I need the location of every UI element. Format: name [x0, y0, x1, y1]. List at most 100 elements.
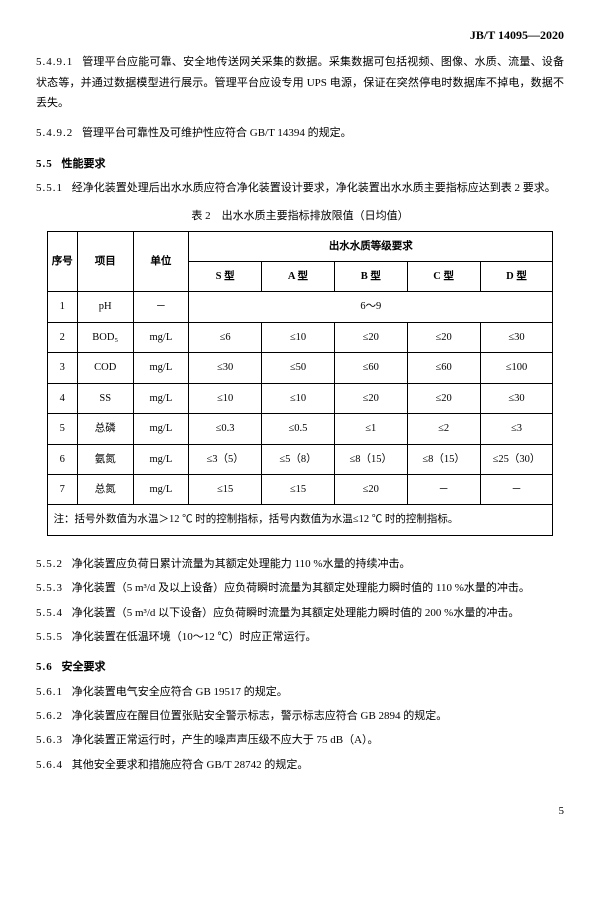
- clause-text: 净化装置在低温环境（10～12 ℃）时应正常运行。: [72, 631, 317, 643]
- cell-value: ≤60: [334, 353, 407, 383]
- cell-value: －: [407, 474, 480, 504]
- section-5-6-heading: 5.6 安全要求: [36, 657, 564, 677]
- cell-value: ≤30: [480, 383, 553, 413]
- cell-seq: 4: [47, 383, 77, 413]
- clause-text: 管理平台应能可靠、安全地传送网关采集的数据。采集数据可包括视频、图像、水质、流量…: [36, 56, 564, 109]
- cell-value: ≤10: [262, 322, 335, 352]
- cell-value: ≤0.3: [189, 414, 262, 444]
- cell-value: ≤50: [262, 353, 335, 383]
- cell-value: ≤60: [407, 353, 480, 383]
- cell-unit: mg/L: [133, 353, 189, 383]
- cell-value: ≤100: [480, 353, 553, 383]
- cell-value: ≤0.5: [262, 414, 335, 444]
- cell-seq: 7: [47, 474, 77, 504]
- cell-value: ≤10: [262, 383, 335, 413]
- table-row: 3 COD mg/L ≤30 ≤50 ≤60 ≤60 ≤100: [47, 353, 553, 383]
- table-row: 6 氨氮 mg/L ≤3（5） ≤5（8） ≤8（15） ≤8（15） ≤25（…: [47, 444, 553, 474]
- clause-number: 5.6.2: [36, 710, 63, 722]
- table-head-row: 序号 项目 单位 出水水质等级要求: [47, 231, 553, 261]
- clause-5-5-5: 5.5.5 净化装置在低温环境（10～12 ℃）时应正常运行。: [36, 627, 564, 647]
- clause-number: 5.6.4: [36, 759, 63, 771]
- clause-number: 5.5.3: [36, 582, 63, 594]
- table-note-row: 注：括号外数值为水温＞12 ℃ 时的控制指标，括号内数值为水温≤12 ℃ 时的控…: [47, 505, 553, 535]
- clause-text: 净化装置应在醒目位置张贴安全警示标志，警示标志应符合 GB 2894 的规定。: [72, 710, 448, 722]
- clause-text: 其他安全要求和措施应符合 GB/T 28742 的规定。: [72, 759, 309, 771]
- clause-text: 净化装置（5 m³/d 及以上设备）应负荷瞬时流量为其额定处理能力瞬时值的 11…: [72, 582, 530, 594]
- cell-value: ≤30: [189, 353, 262, 383]
- cell-seq: 6: [47, 444, 77, 474]
- clause-number: 5.6.1: [36, 686, 63, 698]
- table-row: 2 BOD₅ mg/L ≤6 ≤10 ≤20 ≤20 ≤30: [47, 322, 553, 352]
- section-5-5-heading: 5.5 性能要求: [36, 154, 564, 174]
- cell-value: ≤25（30）: [480, 444, 553, 474]
- clause-text: 经净化装置处理后出水水质应符合净化装置设计要求，净化装置出水水质主要指标应达到表…: [72, 182, 556, 194]
- cell-seq: 5: [47, 414, 77, 444]
- clause-text: 净化装置（5 m³/d 以下设备）应负荷瞬时流量为其额定处理能力瞬时值的 200…: [72, 607, 520, 619]
- cell-item: BOD₅: [77, 322, 133, 352]
- th-grade-c: C 型: [407, 262, 480, 292]
- clause-5-6-2: 5.6.2 净化装置应在醒目位置张贴安全警示标志，警示标志应符合 GB 2894…: [36, 706, 564, 726]
- cell-value: ≤15: [189, 474, 262, 504]
- cell-value: ≤8（15）: [334, 444, 407, 474]
- cell-value: ≤3: [480, 414, 553, 444]
- clause-text: 净化装置应负荷日累计流量为其额定处理能力 110 %水量的持续冲击。: [72, 558, 411, 570]
- th-grade-b: B 型: [334, 262, 407, 292]
- cell-value: ≤20: [407, 383, 480, 413]
- cell-item: 总磷: [77, 414, 133, 444]
- section-number: 5.5: [36, 158, 53, 170]
- table-2: 序号 项目 单位 出水水质等级要求 S 型 A 型 B 型 C 型 D 型 1 …: [47, 231, 554, 536]
- cell-value: ≤6: [189, 322, 262, 352]
- cell-value: －: [480, 474, 553, 504]
- cell-value: ≤10: [189, 383, 262, 413]
- cell-unit: mg/L: [133, 474, 189, 504]
- cell-value: ≤20: [407, 322, 480, 352]
- clause-text: 管理平台可靠性及可维护性应符合 GB/T 14394 的规定。: [82, 127, 352, 139]
- section-title: 安全要求: [62, 661, 106, 673]
- cell-value: ≤20: [334, 322, 407, 352]
- table-row: 7 总氮 mg/L ≤15 ≤15 ≤20 － －: [47, 474, 553, 504]
- clause-5-5-4: 5.5.4 净化装置（5 m³/d 以下设备）应负荷瞬时流量为其额定处理能力瞬时…: [36, 603, 564, 623]
- clause-5-4-9-2: 5.4.9.2 管理平台可靠性及可维护性应符合 GB/T 14394 的规定。: [36, 123, 564, 143]
- cell-unit: －: [133, 292, 189, 322]
- cell-seq: 2: [47, 322, 77, 352]
- cell-seq: 3: [47, 353, 77, 383]
- table-row: 5 总磷 mg/L ≤0.3 ≤0.5 ≤1 ≤2 ≤3: [47, 414, 553, 444]
- clause-5-4-9-1: 5.4.9.1 管理平台应能可靠、安全地传送网关采集的数据。采集数据可包括视频、…: [36, 52, 564, 113]
- cell-unit: mg/L: [133, 322, 189, 352]
- cell-item: SS: [77, 383, 133, 413]
- section-number: 5.6: [36, 661, 53, 673]
- clause-5-6-1: 5.6.1 净化装置电气安全应符合 GB 19517 的规定。: [36, 682, 564, 702]
- document-code: JB/T 14095—2020: [36, 24, 564, 46]
- clause-number: 5.4.9.2: [36, 127, 73, 139]
- cell-value: ≤5（8）: [262, 444, 335, 474]
- clause-5-5-1: 5.5.1 经净化装置处理后出水水质应符合净化装置设计要求，净化装置出水水质主要…: [36, 178, 564, 198]
- cell-item: 氨氮: [77, 444, 133, 474]
- cell-item: 总氮: [77, 474, 133, 504]
- clause-5-5-3: 5.5.3 净化装置（5 m³/d 及以上设备）应负荷瞬时流量为其额定处理能力瞬…: [36, 578, 564, 598]
- table-row: 4 SS mg/L ≤10 ≤10 ≤20 ≤20 ≤30: [47, 383, 553, 413]
- clause-number: 5.5.4: [36, 607, 63, 619]
- table-note: 注：括号外数值为水温＞12 ℃ 时的控制指标，括号内数值为水温≤12 ℃ 时的控…: [47, 505, 553, 535]
- cell-value: ≤15: [262, 474, 335, 504]
- cell-value: ≤20: [334, 383, 407, 413]
- clause-number: 5.5.5: [36, 631, 63, 643]
- page-number: 5: [36, 801, 564, 821]
- table-2-title: 表 2 出水水质主要指标排放限值（日均值）: [36, 206, 564, 226]
- cell-value: ≤3（5）: [189, 444, 262, 474]
- th-grade-s: S 型: [189, 262, 262, 292]
- clause-5-6-4: 5.6.4 其他安全要求和措施应符合 GB/T 28742 的规定。: [36, 755, 564, 775]
- cell-value: ≤30: [480, 322, 553, 352]
- clause-5-5-2: 5.5.2 净化装置应负荷日累计流量为其额定处理能力 110 %水量的持续冲击。: [36, 554, 564, 574]
- th-grade-a: A 型: [262, 262, 335, 292]
- cell-seq: 1: [47, 292, 77, 322]
- th-seq: 序号: [47, 231, 77, 292]
- clause-text: 净化装置正常运行时，产生的噪声声压级不应大于 75 dB（A）。: [72, 734, 379, 746]
- section-title: 性能要求: [62, 158, 106, 170]
- cell-unit: mg/L: [133, 383, 189, 413]
- clause-number: 5.5.2: [36, 558, 63, 570]
- cell-unit: mg/L: [133, 414, 189, 444]
- clause-text: 净化装置电气安全应符合 GB 19517 的规定。: [72, 686, 288, 698]
- clause-number: 5.6.3: [36, 734, 63, 746]
- page: JB/T 14095—2020 5.4.9.1 管理平台应能可靠、安全地传送网关…: [0, 0, 600, 841]
- cell-item: COD: [77, 353, 133, 383]
